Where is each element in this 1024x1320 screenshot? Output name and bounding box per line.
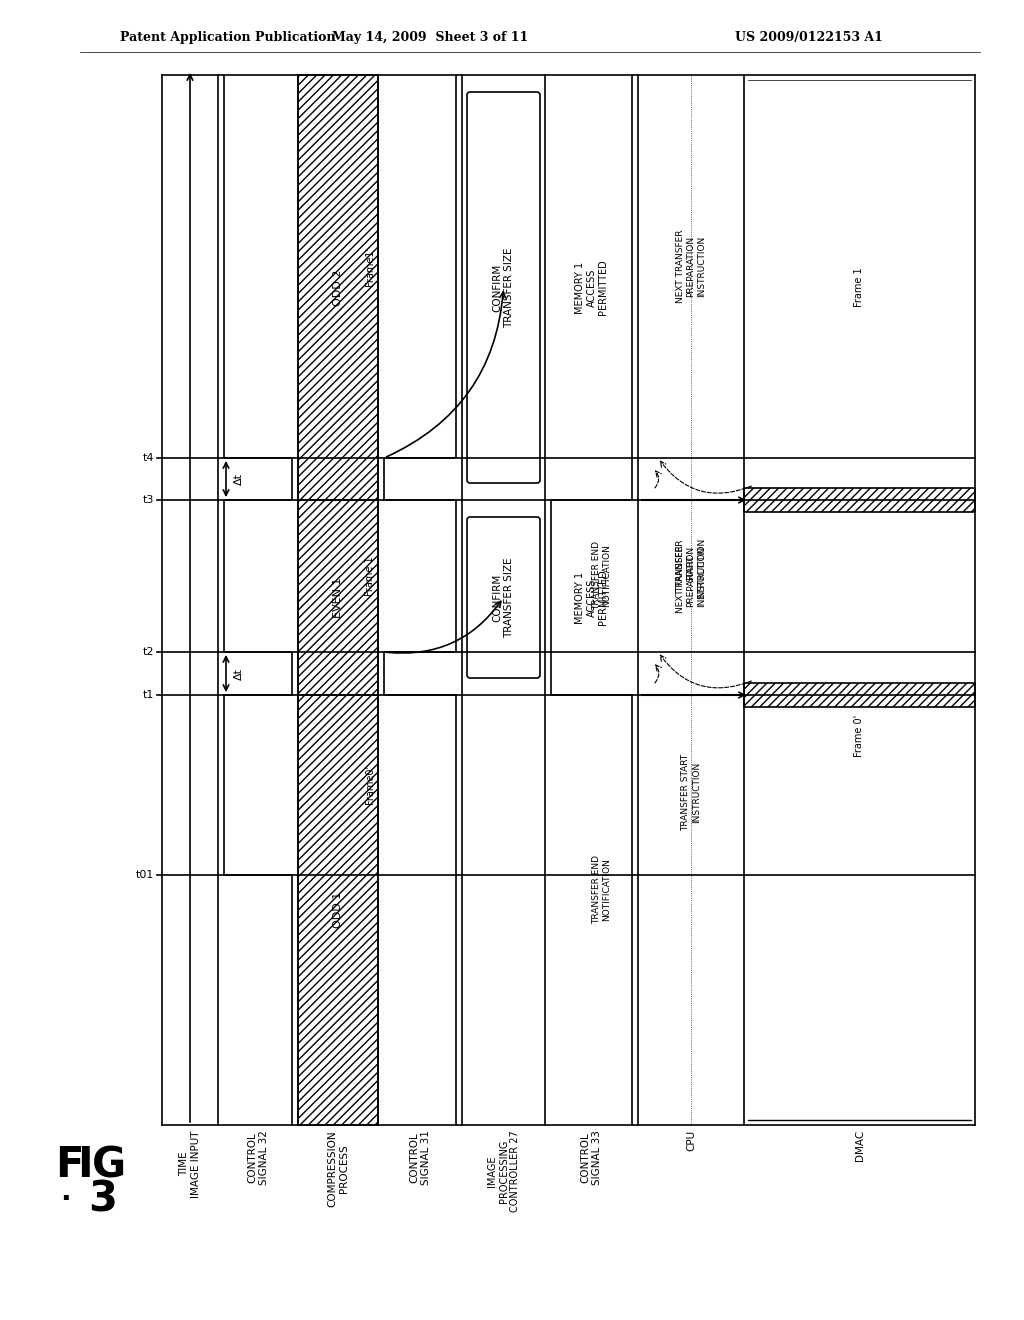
- Text: F: F: [55, 1144, 84, 1185]
- Text: CONFIRM
TRANSFER SIZE: CONFIRM TRANSFER SIZE: [493, 247, 514, 327]
- FancyBboxPatch shape: [467, 92, 540, 483]
- Text: MEMORY 1
ACCESS
PERMITTED: MEMORY 1 ACCESS PERMITTED: [574, 260, 608, 315]
- Bar: [298, 500, 378, 696]
- Text: t3: t3: [142, 495, 154, 506]
- Text: t01: t01: [135, 870, 154, 880]
- Text: t4: t4: [142, 453, 154, 463]
- Text: IMAGE
PROCESSING
CONTROLLER 27: IMAGE PROCESSING CONTROLLER 27: [486, 1130, 520, 1212]
- Bar: [298, 696, 378, 1125]
- Text: ODD 1: ODD 1: [333, 892, 343, 928]
- Text: Δt: Δt: [234, 668, 244, 680]
- FancyBboxPatch shape: [467, 517, 540, 678]
- Text: .: .: [60, 1177, 71, 1206]
- Bar: [744, 488, 975, 512]
- Text: EVEN 1: EVEN 1: [333, 577, 343, 618]
- Text: Frame 1: Frame 1: [854, 268, 864, 308]
- Text: TRANSFER START
INSTRUCTION: TRANSFER START INSTRUCTION: [681, 754, 700, 832]
- Text: MEMORY 1
ACCESS
PERMITTED: MEMORY 1 ACCESS PERMITTED: [574, 570, 608, 626]
- Text: TRANSFER END
NOTIFICATION: TRANSFER END NOTIFICATION: [592, 855, 611, 924]
- Text: TRANSFER
START
INSTRUCTION: TRANSFER START INSTRUCTION: [676, 539, 706, 599]
- Text: May 14, 2009  Sheet 3 of 11: May 14, 2009 Sheet 3 of 11: [332, 30, 528, 44]
- Bar: [298, 75, 378, 500]
- Text: t2: t2: [142, 647, 154, 657]
- Text: NEXT TRANSFER
PREPARATION
INSTRUCTION: NEXT TRANSFER PREPARATION INSTRUCTION: [676, 230, 706, 304]
- Text: Frame 1: Frame 1: [365, 556, 375, 595]
- Text: NEXT TRANSFER
PREPARATION
INSTRUCTION: NEXT TRANSFER PREPARATION INSTRUCTION: [676, 540, 706, 612]
- Text: I: I: [77, 1144, 92, 1185]
- Text: COMPRESSION
PROCESS: COMPRESSION PROCESS: [328, 1130, 349, 1206]
- Text: Frame 0': Frame 0': [854, 715, 864, 758]
- Text: t1: t1: [142, 690, 154, 700]
- Text: CONTROL
SIGNAL 31: CONTROL SIGNAL 31: [410, 1130, 431, 1185]
- Text: Patent Application Publication: Patent Application Publication: [120, 30, 336, 44]
- Text: CONTROL
SIGNAL 33: CONTROL SIGNAL 33: [581, 1130, 602, 1185]
- Text: CPU: CPU: [686, 1130, 696, 1151]
- Text: CONTROL
SIGNAL 32: CONTROL SIGNAL 32: [247, 1130, 268, 1185]
- Text: Frame1': Frame1': [365, 247, 375, 286]
- Text: TIME
IMAGE INPUT: TIME IMAGE INPUT: [179, 1130, 201, 1197]
- Text: ODD 2: ODD 2: [333, 269, 343, 306]
- Text: Δt: Δt: [234, 473, 244, 484]
- Text: CONFIRM
TRANSFER SIZE: CONFIRM TRANSFER SIZE: [493, 557, 514, 638]
- Text: 3: 3: [88, 1179, 117, 1221]
- Text: Frame0': Frame0': [365, 766, 375, 804]
- Text: TRANSFER END
NOTIFICATION: TRANSFER END NOTIFICATION: [592, 541, 611, 610]
- Text: US 2009/0122153 A1: US 2009/0122153 A1: [735, 30, 883, 44]
- Bar: [744, 682, 975, 708]
- Text: DMAC: DMAC: [854, 1130, 864, 1162]
- Text: G: G: [92, 1144, 126, 1185]
